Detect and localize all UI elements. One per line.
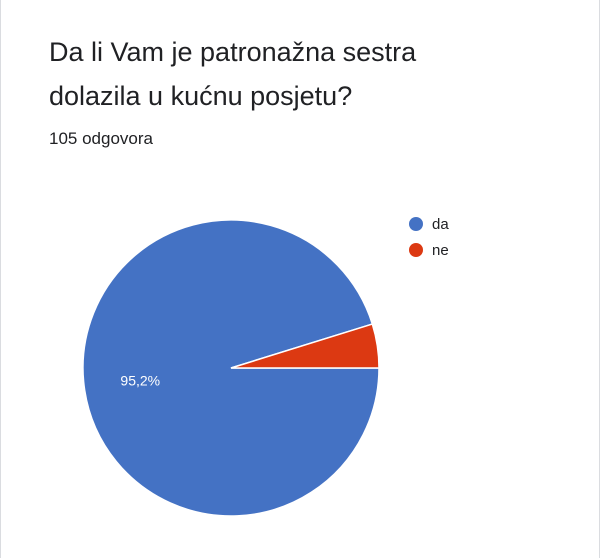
question-title-line-1: Da li Vam je patronažna sestra bbox=[49, 37, 417, 67]
legend-swatch-da bbox=[409, 217, 423, 231]
pie-slice-ne[interactable] bbox=[230, 323, 380, 369]
legend-label-da: da bbox=[432, 215, 449, 233]
legend-item-da[interactable]: da bbox=[409, 212, 449, 236]
legend-swatch-ne bbox=[409, 243, 423, 257]
question-title: Da li Vam je patronažna sestra dolazila … bbox=[49, 30, 569, 118]
legend-label-ne: ne bbox=[432, 241, 449, 259]
chart-legend: da ne bbox=[409, 212, 449, 264]
response-count: 105 odgovora bbox=[49, 129, 153, 148]
pie-label-da: 95,2% bbox=[120, 372, 160, 388]
question-title-line-2: dolazila u kućnu posjetu? bbox=[49, 81, 353, 111]
legend-item-ne[interactable]: ne bbox=[409, 238, 449, 262]
